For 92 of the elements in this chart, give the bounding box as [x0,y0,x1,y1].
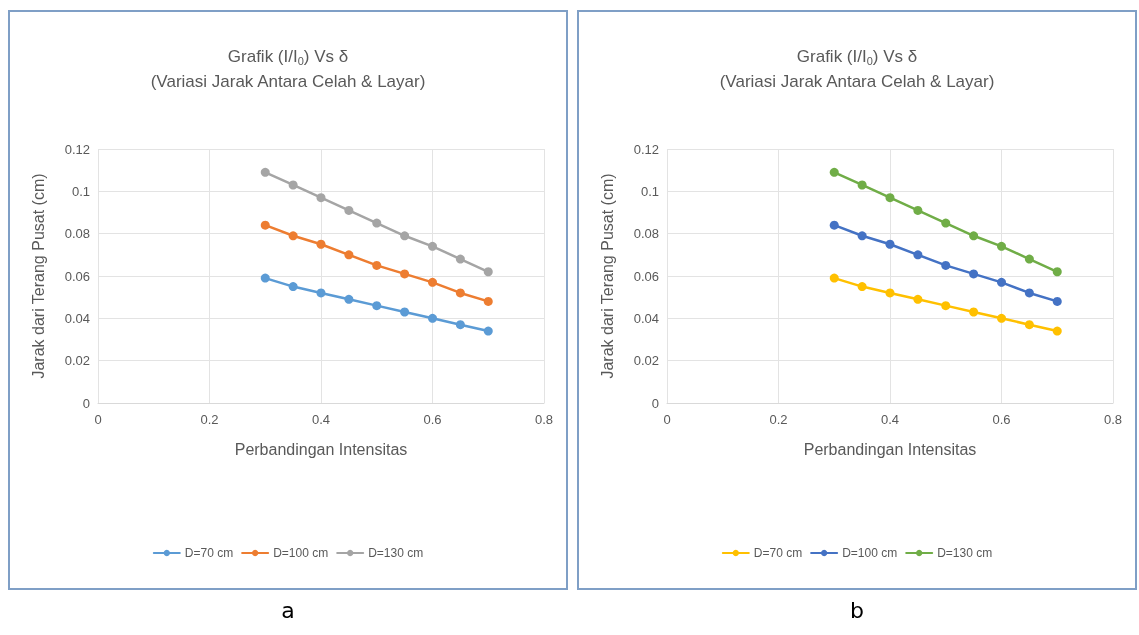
point [372,260,382,270]
point [260,167,270,177]
y-tick-label: 0.02 [64,353,90,369]
point [941,301,951,311]
point [288,180,298,190]
point [1052,326,1062,336]
point [483,326,493,336]
text: a [280,598,296,623]
point [857,180,867,190]
point [316,239,326,249]
legend-label: D=70 cm [184,546,234,560]
legend-label: D=100 cm [842,546,898,560]
y-axis-title: Jarak dari Terang Pusat (cm) [29,173,47,379]
point [913,294,923,304]
point [483,296,493,306]
point [483,267,493,277]
x-tick-label: 0.6 [992,412,1011,427]
point [344,205,354,215]
chart-subtitle: (Variasi Jarak Antara Celah & Layar) [719,72,995,91]
point [455,288,465,298]
point [997,241,1006,251]
point [829,220,839,230]
x-tick-label: 0 [663,412,671,427]
point [316,288,326,298]
text: b [849,598,865,623]
x-tick-label: 0.2 [200,412,219,427]
y-tick-label: 0.02 [633,353,659,369]
point [829,167,839,177]
legend-label: D=130 cm [368,546,424,560]
point [1024,254,1034,264]
point [260,220,270,230]
x-tick-label: 0.4 [311,412,331,427]
point [857,282,867,292]
point [372,301,382,311]
point [1052,296,1062,306]
y-tick-label: 0.06 [633,268,659,284]
point [344,250,354,260]
point [372,218,382,228]
y-axis-title: Jarak dari Terang Pusat (cm) [598,173,616,379]
x-tick-label: 0.4 [880,412,900,427]
y-tick-label: 0 [651,395,659,411]
point [1024,288,1034,298]
legend-label: D=100 cm [273,546,329,560]
point [455,254,465,264]
point [885,288,895,298]
point [400,307,410,317]
legend-label: D=70 cm [753,546,803,560]
y-tick-label: 0.08 [633,226,659,242]
point [857,231,867,241]
point [455,320,465,330]
x-axis-title: Perbandingan Intensitas [803,440,977,458]
point [428,241,437,251]
point [400,269,410,279]
point [941,260,951,270]
y-tick-label: 0.12 [633,141,659,157]
point [969,307,979,317]
y-tick-label: 0 [82,395,90,411]
point [969,231,979,241]
y-tick-label: 0.04 [64,310,90,326]
point [288,282,298,292]
x-tick-label: 0.8 [534,412,554,427]
x-tick-label: 0.2 [769,412,788,427]
x-tick-label: 0.8 [1103,412,1123,427]
y-tick-label: 0.04 [633,310,659,326]
point [428,313,437,323]
y-tick-label: 0.08 [64,226,90,242]
x-tick-label: 0 [94,412,102,427]
point [288,231,298,241]
point [344,294,354,304]
point [885,239,895,249]
point [913,250,923,260]
point [316,193,326,203]
y-tick-label: 0.06 [64,268,90,284]
legend-label: D=130 cm [937,546,993,560]
point [997,277,1006,287]
chart-subtitle: (Variasi Jarak Antara Celah & Layar) [150,72,426,91]
x-tick-label: 0.6 [423,412,442,427]
point [941,218,951,228]
point [829,273,839,283]
point [260,273,270,283]
point [428,277,437,287]
point [997,313,1006,323]
point [400,231,410,241]
point [913,205,923,215]
y-tick-label: 0.1 [640,183,659,199]
x-axis-title: Perbandingan Intensitas [234,440,408,458]
y-tick-label: 0.1 [71,183,90,199]
point [885,193,895,203]
point [1052,267,1062,277]
y-tick-label: 0.12 [64,141,90,157]
point [1024,320,1034,330]
point [969,269,979,279]
